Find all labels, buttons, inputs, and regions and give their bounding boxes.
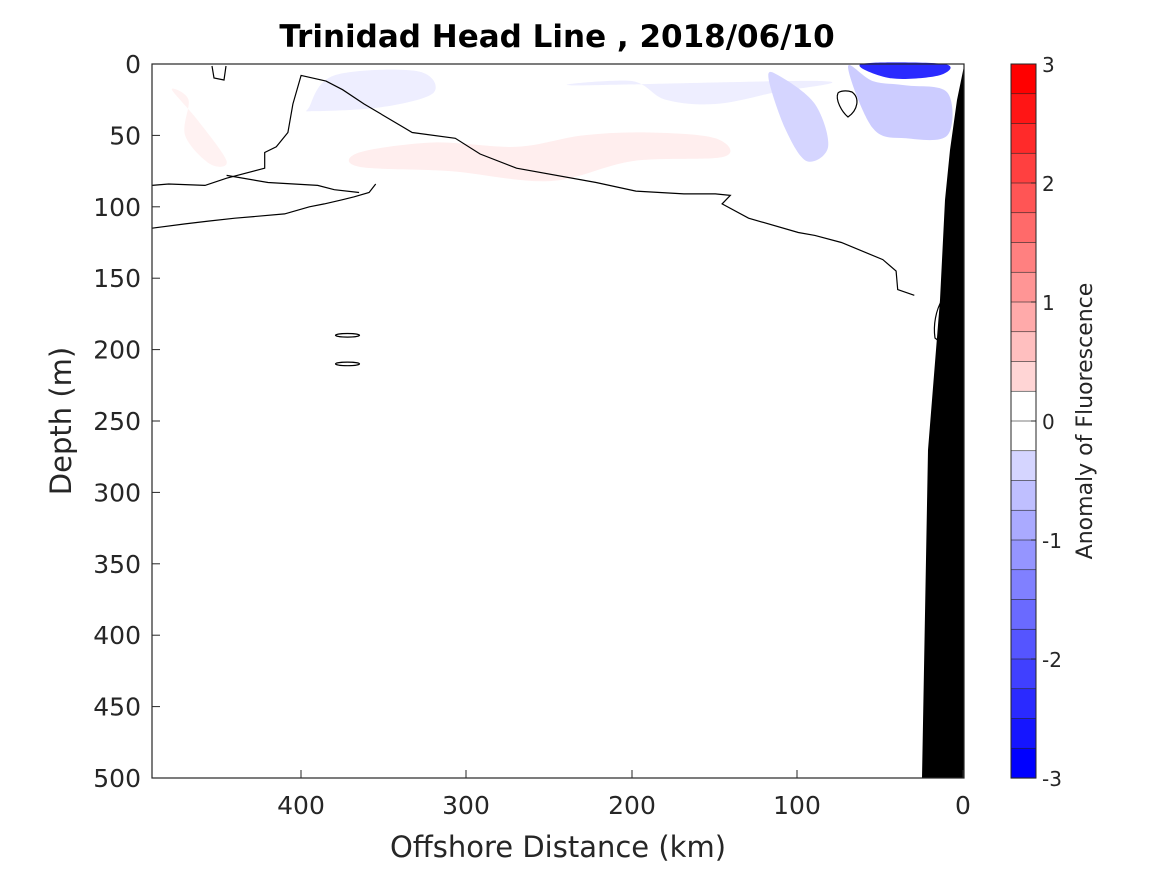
colorbar-swatch (1010, 63, 1037, 95)
colorbar-swatch (1010, 628, 1037, 660)
zero-contour-line (226, 174, 360, 194)
colorbar-swatch (1010, 93, 1037, 125)
x-tick-label: 200 (608, 791, 656, 820)
colorbar: 3 2 1 0 -1 -2 -3 Anomaly of Fluorescence (1010, 53, 1098, 791)
colorbar-swatch (1010, 569, 1037, 601)
y-tick-label: 500 (93, 764, 141, 793)
colorbar-swatch (1010, 242, 1037, 273)
y-tick-label: 50 (109, 121, 141, 150)
colorbar-tick-label: -3 (1042, 767, 1062, 791)
anomaly-fills (171, 62, 953, 182)
x-axis-label: Offshore Distance (km) (390, 830, 726, 864)
y-axis-label: Depth (m) (44, 347, 78, 495)
small-zero-contour (836, 90, 858, 118)
colorbar-tick-label: 3 (1042, 53, 1055, 77)
x-tick-label: 0 (955, 791, 971, 820)
colorbar-swatch (1010, 718, 1037, 749)
colorbar-swatch (1010, 539, 1037, 571)
small-zero-contour (334, 332, 361, 338)
y-tick-label: 150 (93, 264, 141, 293)
x-tick-label: 300 (442, 791, 490, 820)
negative-anomaly-region (306, 69, 436, 112)
negative-anomaly-region (859, 62, 951, 79)
zero-contour-lines (151, 65, 943, 367)
colorbar-swatch (1010, 271, 1037, 303)
colorbar-tick-label: 1 (1042, 291, 1055, 315)
small-zero-contour (211, 65, 227, 81)
seafloor-bathymetry (922, 66, 964, 778)
colorbar-swatch (1010, 658, 1037, 690)
x-axis-ticks: 400 300 200 100 0 (277, 770, 971, 820)
colorbar-swatch (1010, 152, 1037, 184)
colorbar-swatch (1010, 599, 1037, 630)
y-axis-ticks: 0 50 100 150 200 250 300 350 400 450 500 (93, 50, 160, 793)
colorbar-swatch (1010, 390, 1037, 422)
colorbar-swatch (1010, 212, 1037, 244)
colorbar-swatch (1010, 747, 1037, 779)
colorbar-swatch (1010, 450, 1037, 482)
colorbar-swatch (1010, 361, 1037, 392)
y-tick-label: 250 (93, 407, 141, 436)
zero-contour-line (151, 74, 915, 296)
positive-anomaly-region (171, 88, 227, 167)
y-tick-label: 300 (93, 478, 141, 507)
colorbar-label: Anomaly of Fluorescence (1073, 283, 1098, 560)
y-tick-label: 100 (93, 193, 141, 222)
negative-anomaly-region (566, 80, 833, 105)
y-tick-label: 400 (93, 621, 141, 650)
colorbar-swatch (1010, 182, 1037, 214)
chart-title: Trinidad Head Line , 2018/06/10 (279, 19, 834, 55)
plot-area (151, 62, 965, 779)
x-tick-label: 400 (277, 791, 325, 820)
plot-background (152, 64, 964, 778)
colorbar-swatch (1010, 301, 1037, 333)
negative-anomaly-region (848, 64, 953, 141)
colorbar-tick-label: -2 (1042, 648, 1062, 672)
colorbar-tick-label: 2 (1042, 172, 1055, 196)
colorbar-swatch (1010, 688, 1037, 720)
colorbar-swatch (1010, 480, 1037, 511)
y-tick-label: 350 (93, 550, 141, 579)
y-tick-label: 450 (93, 693, 141, 722)
positive-anomaly-region (348, 132, 731, 182)
colorbar-swatch (1010, 509, 1037, 541)
negative-anomaly-region (768, 71, 829, 162)
y-tick-label: 0 (125, 50, 141, 79)
x-tick-label: 100 (773, 791, 821, 820)
colorbar-swatch (1010, 331, 1037, 363)
colorbar-swatch (1010, 123, 1037, 154)
colorbar-tick-label: -1 (1042, 529, 1062, 553)
zero-contour-line (151, 183, 377, 229)
y-tick-label: 200 (93, 336, 141, 365)
colorbar-swatch (1010, 420, 1037, 452)
colorbar-tick-label: 0 (1042, 410, 1055, 434)
small-zero-contour (334, 361, 361, 367)
